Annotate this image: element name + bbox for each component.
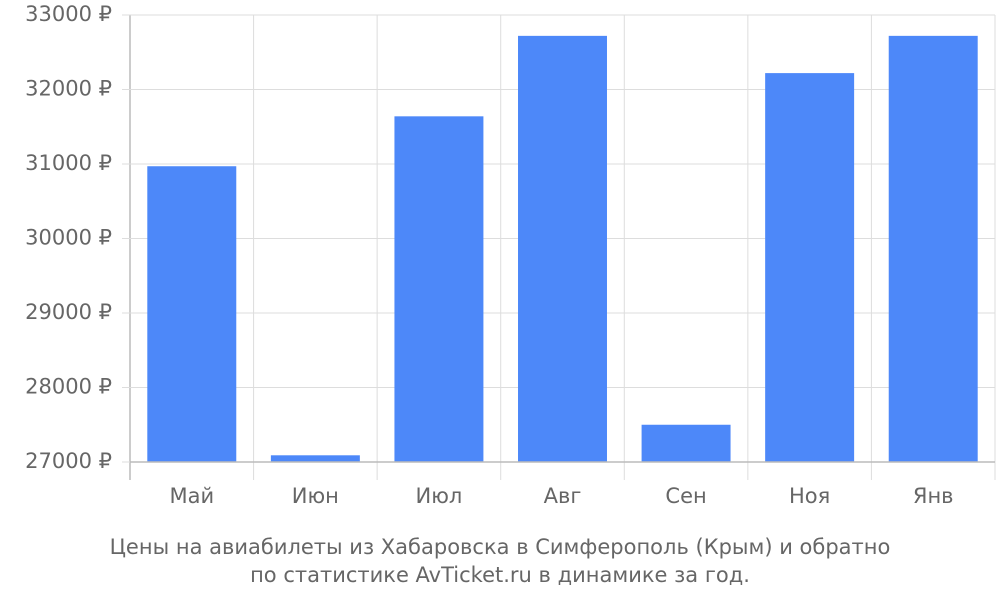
y-tick-label: 28000 ₽ (25, 375, 112, 399)
chart-title: Цены на авиабилеты из Хабаровска в Симфе… (110, 535, 891, 559)
bar (888, 35, 978, 463)
x-tick-label: Июл (416, 484, 463, 508)
y-tick-label: 30000 ₽ (25, 226, 112, 250)
y-tick-label: 33000 ₽ (25, 2, 112, 26)
x-tick-label: Июн (292, 484, 339, 508)
bar (518, 35, 607, 463)
y-tick-label: 32000 ₽ (25, 77, 112, 101)
bar (641, 424, 731, 462)
chart-title: по статистике AvTicket.ru в динамике за … (250, 563, 750, 587)
y-tick-label: 27000 ₽ (25, 449, 112, 473)
bar (765, 73, 855, 463)
x-tick-label: Май (169, 484, 214, 508)
bar (270, 455, 360, 462)
y-tick-label: 29000 ₽ (25, 300, 112, 324)
x-tick-label: Авг (544, 484, 582, 508)
x-tick-label: Янв (913, 484, 954, 508)
bar (394, 116, 484, 462)
y-tick-label: 31000 ₽ (25, 151, 112, 175)
bar (147, 166, 237, 463)
x-tick-label: Сен (665, 484, 706, 508)
x-tick-label: Ноя (789, 484, 830, 508)
